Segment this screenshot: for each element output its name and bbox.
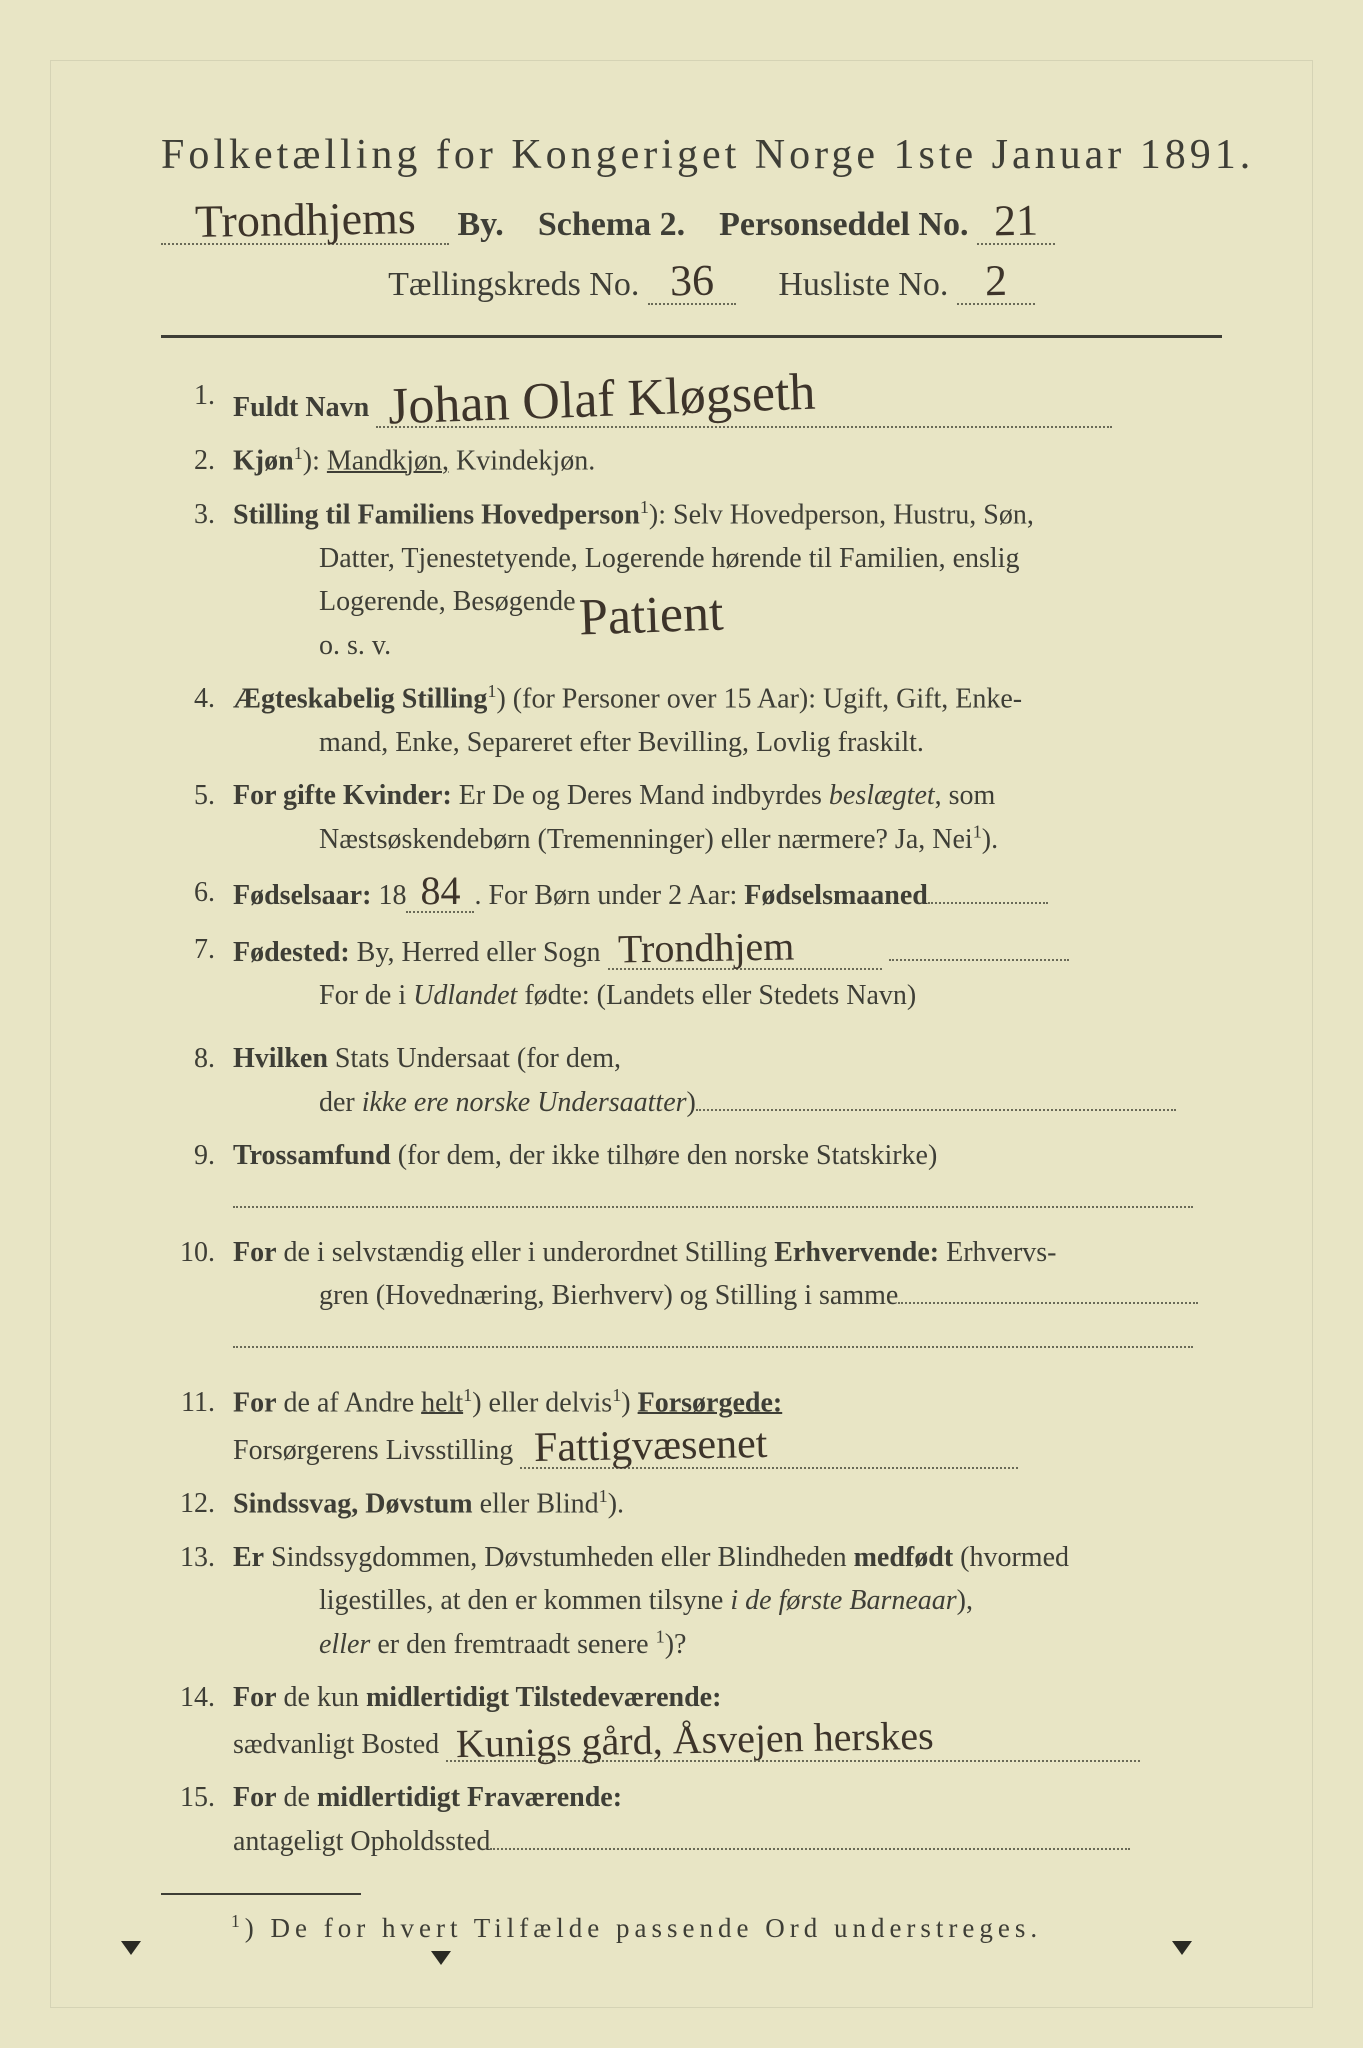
personseddel-label: Personseddel No.: [719, 206, 968, 243]
stilling-hand: Patient: [578, 574, 725, 660]
divider-top: [161, 335, 1222, 338]
item-num: 14.: [161, 1676, 233, 1766]
item-num: 5.: [161, 774, 233, 861]
title-text: Folketælling for Kongeriget Norge 1ste J…: [161, 132, 1254, 178]
item-6: 6. Fødselsaar: 1884. For Børn under 2 Aa…: [161, 871, 1222, 917]
item-8: 8. Hvilken Stats Undersaat (for dem, der…: [161, 1037, 1222, 1124]
fullname-hand: Johan Olaf Kløgseth: [387, 367, 816, 434]
fodested-hand: Trondhjem: [617, 926, 794, 969]
item-14: 14. For de kun midlertidigt Tilstedevære…: [161, 1676, 1222, 1766]
item-num: 8.: [161, 1037, 233, 1124]
year-hand: 84: [420, 871, 460, 911]
item-10: 10. For de i selvstændig eller i underor…: [161, 1231, 1222, 1361]
by-label: By.: [458, 206, 504, 243]
item-num: 13.: [161, 1536, 233, 1667]
label: Fuldt Navn: [233, 392, 369, 423]
item-11: 11. For de af Andre helt1) eller delvis1…: [161, 1381, 1222, 1472]
item-3: 3. Stilling til Familiens Hovedperson1):…: [161, 493, 1222, 667]
document-inner: Folketælling for Kongeriget Norge 1ste J…: [50, 60, 1313, 2008]
bosted-hand: Kunigs gård, Åsvejen herskes: [456, 1716, 934, 1764]
label: Ægteskabelig Stilling: [233, 683, 487, 714]
label: For gifte Kvinder:: [233, 780, 452, 811]
label: Stilling til Familiens Hovedperson: [233, 499, 640, 530]
item-1: 1. Fuldt Navn Johan Olaf Kløgseth: [161, 374, 1222, 429]
label: Fødselsaar:: [233, 880, 371, 911]
forsorger-hand: Fattigvæsenet: [534, 1423, 768, 1469]
item-num: 3.: [161, 493, 233, 667]
item-13: 13. Er Sindssygdommen, Døvstumheden elle…: [161, 1536, 1222, 1667]
corner-mark-icon: [1172, 1941, 1192, 1955]
label: Sindssvag, Døvstum: [233, 1489, 473, 1520]
item-num: 2.: [161, 439, 233, 483]
husliste-label: Husliste No.: [778, 266, 948, 303]
schema-label: Schema 2.: [538, 206, 685, 243]
husliste-no: 2: [984, 259, 1007, 303]
item-num: 11.: [161, 1381, 233, 1472]
label: Fødested:: [233, 937, 350, 968]
item-num: 9.: [161, 1134, 233, 1221]
label: Trossamfund: [233, 1140, 391, 1171]
kreds-no: 36: [669, 259, 714, 304]
item-15: 15. For de midlertidigt Fraværende: anta…: [161, 1776, 1222, 1863]
item-2: 2. Kjøn1): Mandkjøn, Kvindekjøn.: [161, 439, 1222, 483]
footnote: 1) De for hvert Tilfælde passende Ord un…: [231, 1911, 1222, 1944]
opt-kvindekjon: Kvindekjøn.: [456, 446, 595, 477]
corner-mark-icon: [121, 1941, 141, 1955]
item-num: 12.: [161, 1482, 233, 1526]
item-num: 1.: [161, 374, 233, 429]
corner-mark-icon: [431, 1951, 451, 1965]
subline-1: Trondhjems By. Schema 2. Personseddel No…: [161, 197, 1222, 245]
item-7: 7. Fødested: By, Herred eller Sogn Trond…: [161, 928, 1222, 1018]
by-hand: Trondhjems: [194, 195, 415, 245]
item-num: 6.: [161, 871, 233, 917]
items: 1. Fuldt Navn Johan Olaf Kløgseth 2. Kjø…: [161, 374, 1222, 1863]
subline-2: Tællingskreds No. 36 Husliste No. 2: [201, 259, 1222, 305]
item-4: 4. Ægteskabelig Stilling1) (for Personer…: [161, 677, 1222, 764]
personseddel-no: 21: [994, 199, 1039, 244]
kreds-label: Tællingskreds No.: [388, 266, 639, 303]
item-12: 12. Sindssvag, Døvstum eller Blind1).: [161, 1482, 1222, 1526]
document-page: Folketælling for Kongeriget Norge 1ste J…: [0, 0, 1363, 2048]
item-num: 7.: [161, 928, 233, 1018]
item-num: 15.: [161, 1776, 233, 1863]
title: Folketælling for Kongeriget Norge 1ste J…: [161, 131, 1222, 179]
item-num: 4.: [161, 677, 233, 764]
opt-mandkjon: Mandkjøn,: [327, 446, 449, 477]
item-5: 5. For gifte Kvinder: Er De og Deres Man…: [161, 774, 1222, 861]
label: Kjøn: [233, 446, 294, 477]
header: Folketælling for Kongeriget Norge 1ste J…: [161, 131, 1222, 305]
divider-footnote: [161, 1893, 361, 1895]
item-num: 10.: [161, 1231, 233, 1361]
item-9: 9. Trossamfund (for dem, der ikke tilhør…: [161, 1134, 1222, 1221]
